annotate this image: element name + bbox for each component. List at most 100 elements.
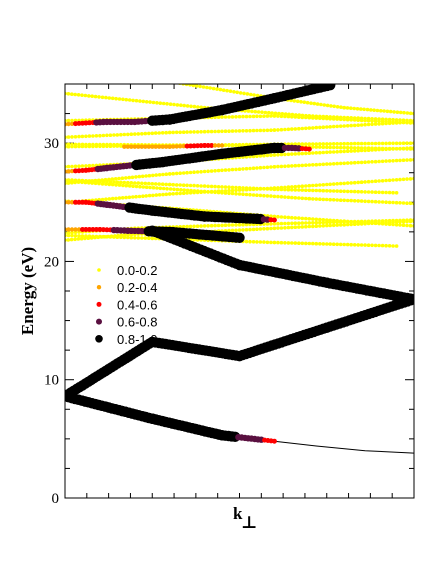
- band-point: [349, 181, 354, 185]
- band-point: [130, 175, 135, 180]
- band-point: [373, 199, 378, 204]
- band-point: [260, 110, 264, 114]
- band-point: [114, 96, 118, 101]
- band-point: [167, 172, 172, 176]
- band-point: [66, 135, 71, 139]
- band-point: [87, 142, 92, 147]
- band-point: [144, 194, 148, 198]
- band-point: [245, 92, 250, 96]
- band-point: [244, 222, 249, 227]
- band-point: [283, 112, 288, 116]
- band-point: [345, 161, 350, 165]
- band-point: [70, 164, 74, 169]
- band-point: [286, 127, 291, 132]
- band-point: [331, 162, 336, 166]
- band-point: [279, 221, 284, 226]
- band-point: [398, 110, 403, 115]
- band-point: [279, 195, 284, 199]
- band-point: [124, 97, 129, 102]
- band-point: [70, 230, 74, 235]
- band-point: [384, 146, 388, 151]
- band-point: [161, 101, 166, 106]
- band-point: [66, 178, 71, 182]
- band-point: [405, 201, 409, 205]
- band-point: [143, 181, 148, 186]
- band-point: [199, 190, 203, 194]
- legend-marker: [95, 335, 103, 343]
- band-point: [195, 184, 200, 188]
- band-point: [237, 167, 242, 171]
- band-point: [377, 146, 381, 151]
- band-point: [258, 114, 263, 119]
- band-point: [394, 118, 399, 122]
- band-point: [335, 218, 340, 223]
- band-point: [70, 178, 74, 182]
- band-point: [134, 194, 138, 199]
- band-point: [80, 234, 85, 238]
- band-point: [205, 143, 211, 148]
- band-point: [154, 193, 159, 197]
- band-point: [216, 115, 221, 119]
- band-point: [279, 164, 284, 169]
- band-point: [318, 150, 322, 155]
- band-point: [314, 220, 319, 225]
- band-point: [248, 166, 252, 171]
- band-point: [150, 236, 155, 241]
- band-point: [255, 227, 259, 231]
- band-point: [262, 128, 266, 133]
- band-point: [227, 115, 231, 119]
- band-point: [314, 151, 319, 155]
- band-point: [314, 188, 319, 193]
- band-point: [352, 106, 357, 111]
- band-point: [155, 186, 159, 190]
- band-point: [307, 126, 312, 130]
- band-point: [181, 183, 186, 187]
- band-series: [65, 84, 336, 127]
- band-point: [377, 219, 381, 223]
- band-point: [77, 164, 81, 168]
- band-point: [105, 142, 109, 147]
- band-point: [380, 200, 385, 204]
- band-point: [272, 240, 277, 245]
- band-point: [321, 220, 326, 225]
- band-point: [248, 192, 252, 197]
- band-point: [359, 141, 364, 146]
- band-point: [307, 142, 312, 146]
- band-point: [168, 102, 173, 106]
- band-point: [98, 234, 102, 239]
- legend-marker: [96, 285, 102, 290]
- band-point: [255, 193, 259, 197]
- band-point: [269, 153, 273, 157]
- band-point: [205, 85, 209, 90]
- band-point: [69, 237, 74, 242]
- band-point: [198, 143, 204, 149]
- band-point: [370, 190, 374, 194]
- band-point: [311, 217, 315, 221]
- band-point: [154, 173, 158, 177]
- band-point: [391, 117, 395, 122]
- band-point: [391, 222, 395, 227]
- band-point: [276, 221, 280, 226]
- band-point: [69, 227, 75, 232]
- band-point: [66, 118, 71, 123]
- band-point: [115, 142, 120, 147]
- band-point: [363, 220, 367, 225]
- band-point: [120, 176, 125, 180]
- band-point: [108, 235, 113, 239]
- band-point: [262, 227, 266, 231]
- band-point: [184, 143, 190, 149]
- band-point: [402, 110, 406, 115]
- band-point: [202, 129, 207, 134]
- band-point: [391, 146, 395, 151]
- band-point: [251, 193, 256, 197]
- band-point: [335, 105, 340, 109]
- band-point: [91, 234, 95, 239]
- band-point: [279, 215, 284, 219]
- band-point: [93, 227, 99, 232]
- band-point: [305, 100, 310, 105]
- band-point: [168, 80, 172, 84]
- band-point: [283, 127, 287, 132]
- band-point: [324, 197, 329, 202]
- band-point: [321, 183, 326, 187]
